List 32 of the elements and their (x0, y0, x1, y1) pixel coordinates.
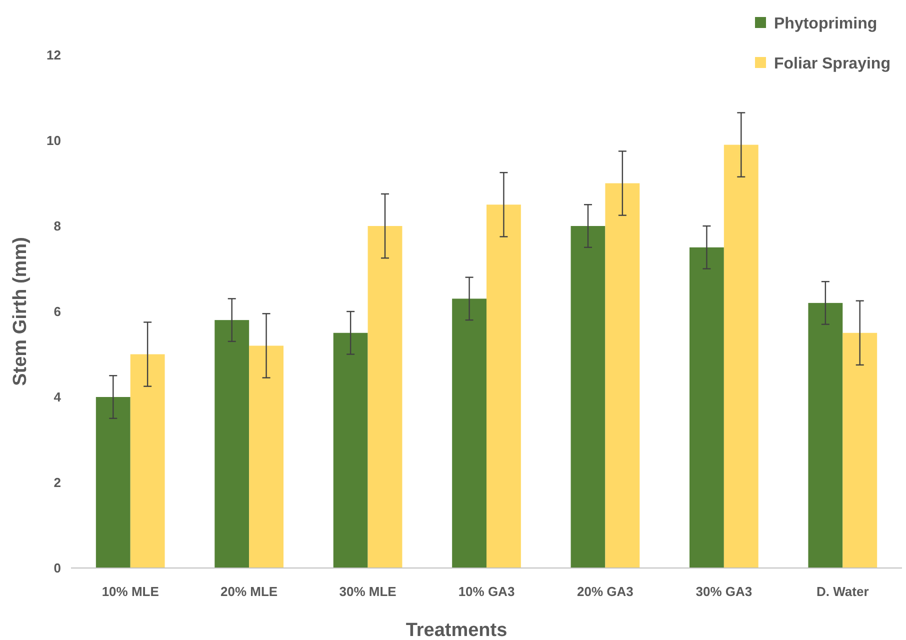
x-axis-title: Treatments (406, 620, 508, 640)
bar (570, 226, 606, 568)
x-tick-label: 30% MLE (339, 584, 397, 599)
x-tick-label: D. Water (816, 584, 869, 599)
bar (842, 332, 878, 568)
legend-label: Foliar Spraying (774, 56, 890, 73)
x-tick-label: 10% MLE (102, 584, 160, 599)
y-tick-label: 6 (54, 304, 61, 320)
y-tick-label: 2 (54, 475, 61, 490)
y-tick-label: 8 (54, 218, 61, 234)
bar (605, 183, 640, 568)
x-tick-label: 30% GA3 (696, 584, 752, 599)
bar (249, 346, 284, 568)
legend-label: Phytopriming (774, 16, 878, 33)
bar (808, 302, 843, 568)
bar (130, 354, 165, 568)
bar (724, 144, 758, 568)
bar (486, 204, 521, 568)
y-tick-label: 12 (46, 48, 61, 63)
bar (690, 247, 724, 568)
y-tick-label: 0 (54, 560, 61, 576)
y-tick-label: 4 (54, 390, 62, 405)
y-axis-title: Stem Girth (mm) (10, 237, 31, 386)
y-tick-label: 10 (46, 133, 61, 148)
x-tick-label: 20% GA3 (577, 584, 634, 599)
bar (333, 332, 368, 568)
x-tick-label: 10% GA3 (458, 584, 515, 599)
x-tick-label: 20% MLE (220, 584, 278, 599)
bar (96, 397, 130, 568)
bar (214, 320, 250, 568)
bar (452, 298, 486, 568)
bar (368, 226, 402, 568)
